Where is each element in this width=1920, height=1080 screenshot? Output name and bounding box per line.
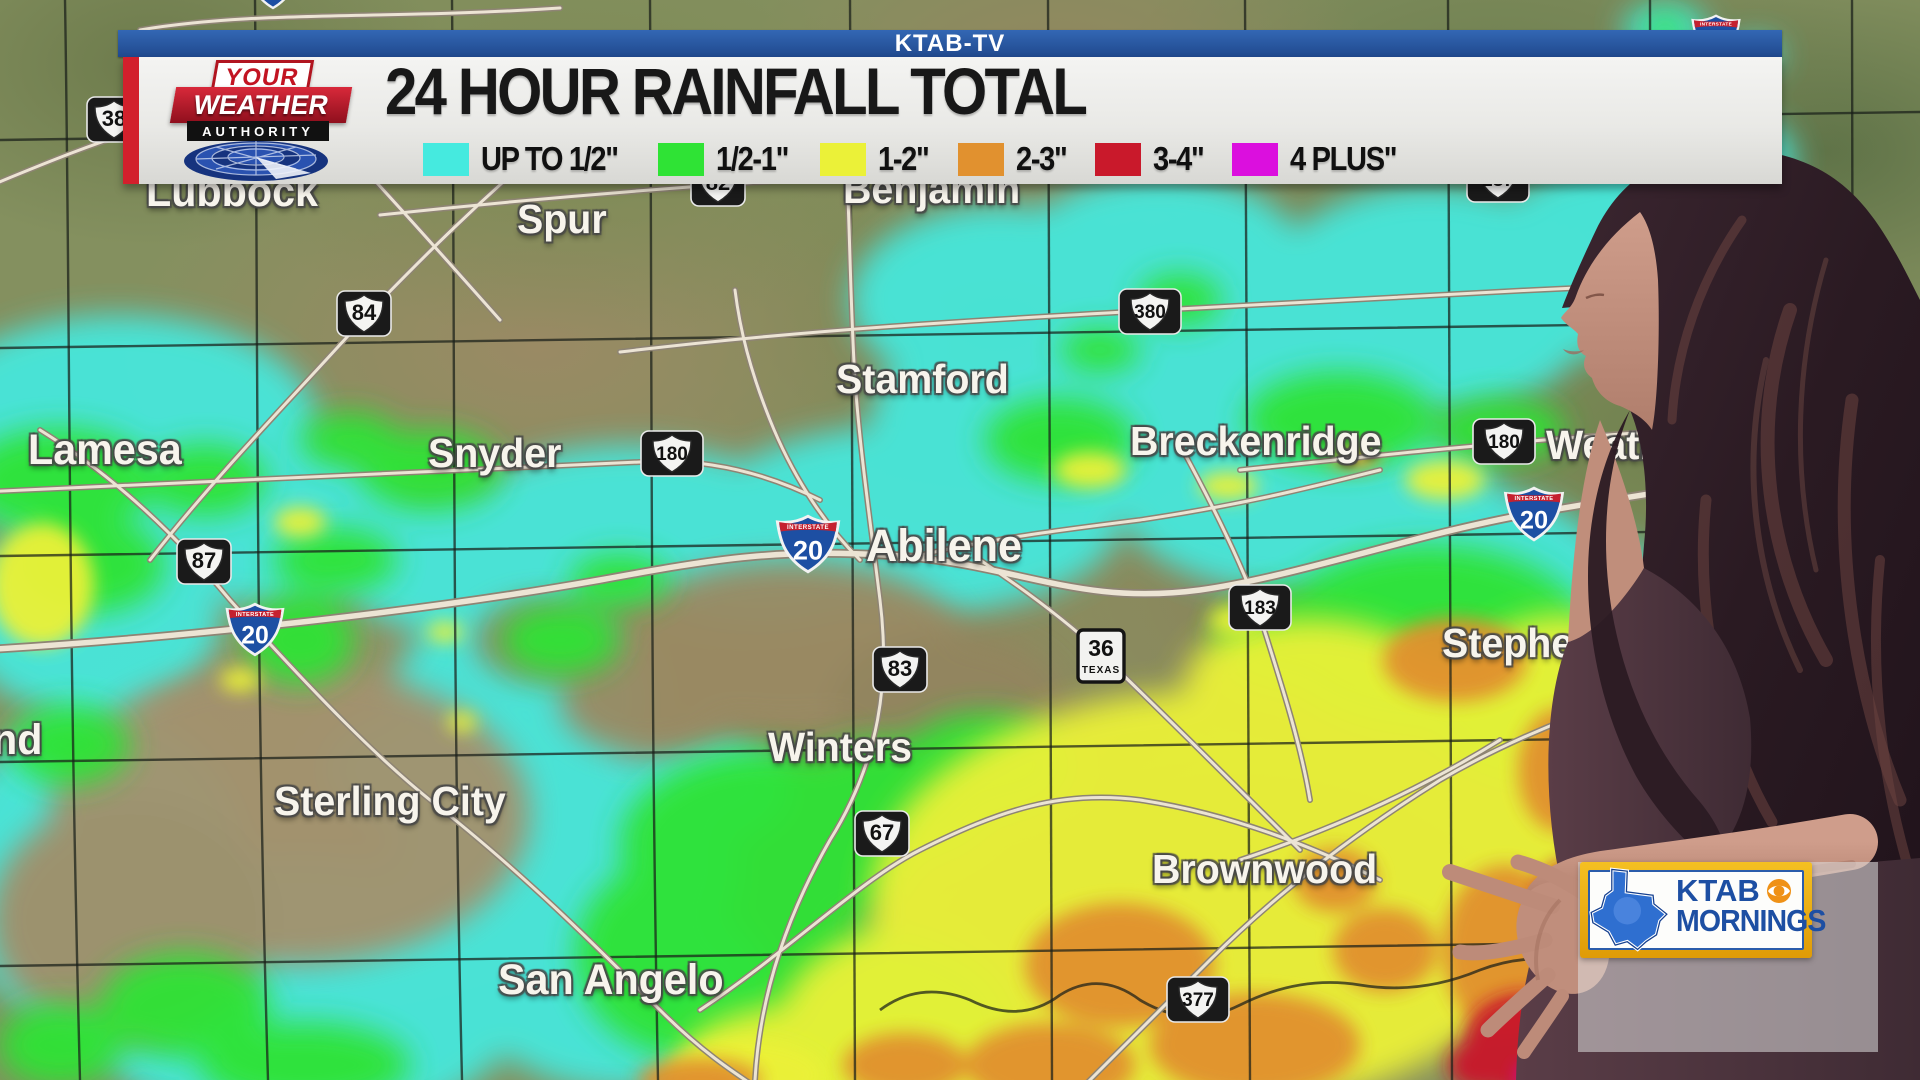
ktab-mornings-logo: KTAB MORNINGS bbox=[1580, 862, 1826, 958]
us-route-shield: 180 bbox=[1472, 418, 1536, 470]
us-route-shield: 83 bbox=[872, 646, 928, 698]
us-route-shield: 84 bbox=[336, 290, 392, 342]
city-label: Sterling City bbox=[274, 778, 506, 824]
legend-item: 2-3" bbox=[957, 140, 1073, 178]
legend-swatch bbox=[957, 142, 1004, 176]
legend-label: 1/2-1" bbox=[716, 140, 789, 177]
station-bar: KTAB-TV bbox=[118, 30, 1782, 57]
svg-text:377: 377 bbox=[1182, 990, 1214, 1011]
legend-swatch bbox=[1232, 142, 1279, 176]
svg-text:183: 183 bbox=[1244, 598, 1276, 619]
headline-title: 24 HOUR RAINFALL TOTAL bbox=[385, 54, 1088, 128]
svg-text:83: 83 bbox=[888, 656, 912, 681]
legend-label: 3-4" bbox=[1152, 140, 1205, 177]
interstate-shield: INTERSTATE 20 bbox=[224, 602, 286, 662]
svg-text:INTERSTATE: INTERSTATE bbox=[1514, 496, 1553, 502]
legend-label: 1-2" bbox=[878, 140, 930, 177]
city-label: Winters bbox=[768, 724, 912, 770]
city-label: Brownwood bbox=[1152, 846, 1378, 892]
interstate-shield: INTERSTATE 20 bbox=[1502, 486, 1566, 547]
ktab-text: KTAB bbox=[1676, 873, 1760, 908]
city-label: Spur bbox=[517, 196, 607, 242]
svg-text:380: 380 bbox=[1134, 302, 1166, 323]
svg-text:INTERSTATE: INTERSTATE bbox=[1700, 22, 1732, 27]
svg-text:INTERSTATE: INTERSTATE bbox=[236, 612, 274, 618]
svg-text:INTERSTATE: INTERSTATE bbox=[787, 524, 829, 531]
city-label: nd bbox=[0, 716, 43, 764]
svg-text:180: 180 bbox=[656, 444, 688, 465]
svg-text:20: 20 bbox=[241, 622, 269, 649]
us-route-shield: 380 bbox=[1118, 288, 1182, 340]
svg-text:20: 20 bbox=[1520, 506, 1548, 534]
logo-weather-box: WEATHER bbox=[169, 87, 353, 123]
logo-weather-text: WEATHER bbox=[191, 89, 331, 120]
legend-item: UP TO 1/2" bbox=[423, 140, 636, 178]
station-bar-title: KTAB-TV bbox=[894, 29, 1006, 57]
city-label: Stamford bbox=[836, 356, 1009, 402]
us-route-shield: 183 bbox=[1228, 584, 1292, 636]
texas-icon bbox=[1589, 867, 1670, 952]
weather-authority-logo: YOUR WEATHER AUTHORITY bbox=[151, 59, 361, 183]
mornings-text: MORNINGS bbox=[1676, 903, 1826, 938]
cbs-eye-icon bbox=[1766, 879, 1791, 903]
interstate-shield: INTERSTATE bbox=[246, 0, 300, 15]
logo-authority-box: AUTHORITY bbox=[187, 121, 329, 141]
city-label: San Angelo bbox=[498, 956, 724, 1004]
svg-text:180: 180 bbox=[1488, 432, 1520, 453]
svg-text:84: 84 bbox=[352, 300, 377, 325]
banner-red-stripe bbox=[123, 57, 139, 184]
logo-authority-text: AUTHORITY bbox=[202, 123, 314, 139]
ktab-mornings-inner: KTAB MORNINGS bbox=[1588, 867, 1826, 952]
rainfall-legend: UP TO 1/2" 1/2-1" 1-2" 2-3" 3-4" 4 PLUS" bbox=[423, 140, 1411, 178]
svg-text:38: 38 bbox=[102, 106, 126, 131]
us-route-shield: 87 bbox=[176, 538, 232, 590]
legend-label: UP TO 1/2" bbox=[481, 140, 619, 177]
us-route-shield: 67 bbox=[854, 810, 910, 862]
svg-text:20: 20 bbox=[793, 534, 823, 565]
svg-text:36: 36 bbox=[1088, 635, 1114, 661]
interstate-shield: INTERSTATE 20 bbox=[774, 514, 842, 579]
svg-text:87: 87 bbox=[192, 548, 216, 573]
legend-item: 1/2-1" bbox=[658, 140, 798, 178]
legend-label: 4 PLUS" bbox=[1290, 140, 1398, 177]
legend-item: 4 PLUS" bbox=[1232, 140, 1411, 178]
legend-swatch bbox=[658, 142, 705, 176]
us-route-shield: 377 bbox=[1166, 976, 1230, 1028]
legend-swatch bbox=[820, 142, 867, 176]
legend-item: 3-4" bbox=[1094, 140, 1210, 178]
city-label: Lamesa bbox=[28, 426, 182, 474]
city-label: Snyder bbox=[428, 430, 562, 476]
svg-text:67: 67 bbox=[870, 820, 894, 845]
header-banner: YOUR WEATHER AUTHORITY 24 HOUR RAINFALL … bbox=[123, 54, 1782, 184]
city-label: Abilene bbox=[866, 520, 1023, 571]
radar-dish-icon bbox=[184, 141, 328, 181]
legend-label: 2-3" bbox=[1015, 140, 1068, 177]
city-label: Breckenridge bbox=[1130, 418, 1382, 464]
legend-swatch bbox=[423, 142, 469, 176]
legend-item: 1-2" bbox=[820, 140, 935, 178]
legend-swatch bbox=[1094, 142, 1141, 176]
state-route-shield: 36 TEXAS bbox=[1076, 628, 1126, 689]
presenter-hair-strand bbox=[1588, 410, 1729, 876]
svg-text:TEXAS: TEXAS bbox=[1082, 665, 1120, 676]
ktab-mornings-text: KTAB MORNINGS bbox=[1676, 873, 1839, 938]
us-route-shield: 180 bbox=[640, 430, 704, 482]
presenter-face bbox=[1561, 212, 1659, 430]
